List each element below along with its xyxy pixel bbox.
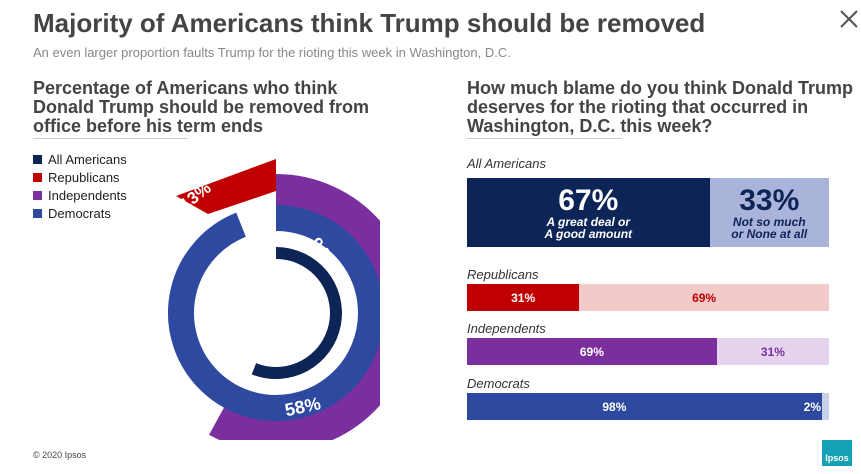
independents-arc	[209, 174, 380, 440]
stacked-bar: 98% 2%	[467, 393, 829, 420]
bar-segment: 69%	[579, 284, 829, 311]
segment-value-label: 69%	[579, 344, 604, 359]
legend-label: Democrats	[48, 205, 111, 221]
segment-value-label: 33%	[739, 183, 800, 217]
left-heading-line: Percentage of Americans who think	[33, 78, 338, 98]
right-chart-heading: How much blame do you think Donald Trump…	[467, 79, 861, 136]
bar-segment: 33% Not so much or None at all	[709, 178, 829, 247]
left-heading-line: office before his term ends	[33, 116, 264, 136]
bar-segment: 2%	[804, 393, 829, 420]
bar-group-label: Republicans	[467, 267, 539, 282]
segment-sublabel: A good amount	[544, 226, 633, 241]
legend-item: All Americans	[33, 150, 127, 168]
democrats-arc	[168, 205, 380, 421]
legend-item: Republicans	[33, 168, 127, 186]
legend-swatch	[33, 172, 42, 182]
stacked-bar: 69% 31%	[467, 338, 829, 365]
removal-donut-chart: 56%94%58%13%	[168, 159, 380, 440]
copyright: © 2020 Ipsos	[33, 450, 87, 460]
legend-label: Republicans	[48, 169, 120, 185]
segment-value-label: 67%	[558, 183, 619, 217]
legend-label: Independents	[48, 187, 127, 203]
left-heading-divider	[33, 138, 188, 139]
inner-hole	[222, 259, 330, 367]
segment-value-label: 31%	[511, 290, 536, 305]
legend-label: All Americans	[48, 151, 127, 167]
bar-segment: 98%	[467, 393, 822, 420]
legend-item: Independents	[33, 186, 127, 204]
page-title: Majority of Americans think Trump should…	[33, 8, 706, 38]
bar-segment: 31%	[716, 338, 829, 365]
bar-segment: 67% A great deal or A good amount	[467, 178, 710, 247]
bar-segment: 31%	[467, 284, 580, 311]
legend-item: Democrats	[33, 204, 127, 222]
legend-swatch	[33, 154, 42, 164]
bar-segment: 69%	[467, 338, 717, 365]
segment-value-label: 69%	[692, 290, 717, 305]
right-heading-line: deserves for the rioting that occurred i…	[467, 97, 809, 117]
segment-sublabel: or None at all	[731, 226, 808, 241]
segment-value-label: 2%	[803, 399, 821, 414]
segment-value-label: 98%	[602, 399, 627, 414]
bar-group-label: All Americans	[467, 156, 546, 171]
legend-swatch	[33, 190, 42, 200]
stacked-bar: 31% 69%	[467, 284, 829, 311]
segment-sublabel: Not so much	[732, 214, 806, 229]
donut-legend: All Americans Republicans Independents Demo…	[33, 150, 127, 222]
ipsos-logo: Ipsos	[822, 440, 852, 466]
all-americans-label: 56%	[236, 292, 312, 334]
stacked-bar: 67% A great deal or A good amount 33% Not so…	[467, 178, 829, 247]
legend-swatch	[33, 208, 42, 218]
close-icon[interactable]	[838, 8, 860, 30]
republicans-arc	[176, 159, 276, 214]
right-heading-line: How much blame do you think Donald Trump	[467, 78, 854, 98]
segment-value-label: 31%	[760, 344, 785, 359]
right-heading-divider	[467, 138, 622, 139]
page-subtitle: An even larger proportion faults Trump f…	[33, 45, 511, 60]
bar-group-label: Independents	[467, 321, 546, 336]
left-heading-line: Donald Trump should be removed from	[33, 97, 370, 117]
bar-group-label: Democrats	[467, 376, 530, 391]
right-heading-line: Washington, D.C. this week?	[467, 116, 713, 136]
segment-sublabel: A great deal or	[546, 214, 631, 229]
left-chart-heading: Percentage of Americans who think Donald…	[33, 79, 413, 136]
